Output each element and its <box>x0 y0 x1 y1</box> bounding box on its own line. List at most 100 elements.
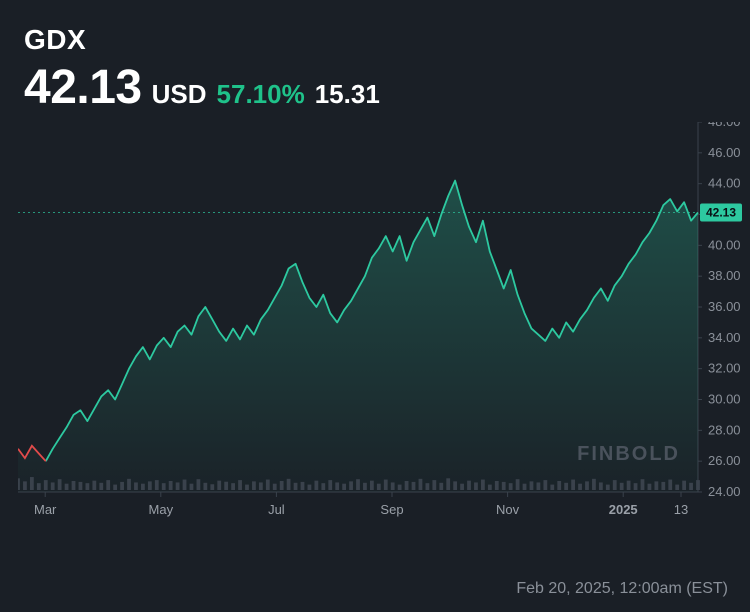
volume-bar <box>474 482 478 490</box>
volume-bar <box>391 482 395 490</box>
volume-bar <box>141 484 145 490</box>
volume-bar <box>335 482 339 490</box>
volume-bar <box>363 483 367 490</box>
x-axis-label: 2025 <box>609 502 638 517</box>
chart-svg: 24.0026.0028.0030.0032.0034.0036.0038.00… <box>18 122 750 530</box>
x-axis-label: Mar <box>34 502 57 517</box>
volume-bar <box>99 483 103 490</box>
volume-bar <box>446 478 450 490</box>
volume-bar <box>113 485 117 490</box>
volume-bar <box>301 482 305 490</box>
x-axis-label: Sep <box>380 502 403 517</box>
volume-bar <box>92 481 96 490</box>
volume-bar <box>571 480 575 490</box>
volume-bar <box>432 480 436 490</box>
volume-bar <box>675 485 679 490</box>
volume-bar <box>578 484 582 490</box>
volume-bar <box>419 479 423 490</box>
y-axis-label: 28.00 <box>708 422 741 437</box>
y-axis-label: 26.00 <box>708 453 741 468</box>
volume-bar <box>557 481 561 490</box>
volume-bar <box>696 480 700 490</box>
volume-bar <box>342 484 346 490</box>
y-axis-label: 40.00 <box>708 237 741 252</box>
volume-bar <box>613 480 617 490</box>
volume-bar <box>439 483 443 490</box>
volume-bar <box>606 485 610 490</box>
volume-bar <box>627 481 631 490</box>
volume-bar <box>44 480 48 490</box>
change-percent: 57.10% <box>217 79 305 110</box>
volume-bar <box>18 478 20 490</box>
volume-bar <box>682 481 686 490</box>
price-chart[interactable]: 24.0026.0028.0030.0032.0034.0036.0038.00… <box>18 122 750 550</box>
volume-bar <box>176 482 180 490</box>
volume-bar <box>564 483 568 490</box>
volume-bar <box>190 484 194 490</box>
volume-bar <box>453 481 457 490</box>
x-axis-label: Jul <box>268 502 285 517</box>
y-axis-label: 38.00 <box>708 268 741 283</box>
last-price: 42.13 <box>24 60 142 115</box>
price-tag-text: 42.13 <box>706 205 736 219</box>
volume-bar <box>30 477 34 490</box>
y-axis-label: 48.00 <box>708 122 741 129</box>
volume-bar <box>509 483 513 490</box>
volume-bar <box>51 482 55 490</box>
volume-bar <box>217 481 221 490</box>
volume-bar <box>58 479 62 490</box>
volume-bar <box>210 484 214 490</box>
volume-bar <box>634 483 638 490</box>
volume-bar <box>502 482 506 490</box>
price-row: 42.13 USD 57.10% 15.31 <box>24 60 750 115</box>
volume-bar <box>197 479 201 490</box>
volume-bar <box>689 483 693 490</box>
volume-bar <box>370 481 374 490</box>
volume-bar <box>37 483 41 490</box>
timestamp-label: Feb 20, 2025, 12:00am (EST) <box>516 580 728 598</box>
volume-bar <box>280 481 284 490</box>
volume-bar <box>537 482 541 490</box>
y-axis-label: 46.00 <box>708 145 741 160</box>
volume-bar <box>148 481 152 490</box>
x-axis-label: May <box>149 502 174 517</box>
volume-bar <box>412 482 416 490</box>
volume-bar <box>106 480 110 490</box>
volume-bar <box>460 484 464 490</box>
volume-bar <box>668 480 672 490</box>
volume-bar <box>252 481 256 490</box>
currency-label: USD <box>152 79 207 110</box>
volume-bar <box>23 481 27 490</box>
volume-bar <box>321 483 325 490</box>
volume-bar <box>543 480 547 490</box>
volume-bar <box>349 481 353 490</box>
volume-bar <box>516 479 520 490</box>
y-axis-label: 30.00 <box>708 392 741 407</box>
volume-bar <box>238 480 242 490</box>
volume-bar <box>224 482 228 490</box>
volume-bar <box>120 482 124 490</box>
volume-bar <box>425 483 429 490</box>
volume-bar <box>530 481 534 490</box>
volume-bar <box>523 484 527 490</box>
volume-bar <box>308 485 312 490</box>
volume-bar <box>79 482 83 490</box>
volume-bar <box>162 483 166 490</box>
watermark: FINBOLD <box>577 443 680 465</box>
y-axis-label: 44.00 <box>708 176 741 191</box>
volume-bar <box>273 484 277 490</box>
volume-bar <box>155 480 159 490</box>
y-axis-label: 34.00 <box>708 330 741 345</box>
volume-bar <box>550 485 554 490</box>
x-axis-label: Nov <box>496 502 520 517</box>
volume-bar <box>65 484 69 490</box>
volume-bar <box>467 481 471 490</box>
volume-bar <box>620 483 624 490</box>
y-axis-label: 24.00 <box>708 484 741 499</box>
x-axis-label: 13 <box>674 502 688 517</box>
volume-bar <box>294 483 298 490</box>
volume-bar <box>127 479 131 490</box>
volume-bar <box>648 484 652 490</box>
volume-bar <box>85 483 89 490</box>
volume-bar <box>266 480 270 490</box>
